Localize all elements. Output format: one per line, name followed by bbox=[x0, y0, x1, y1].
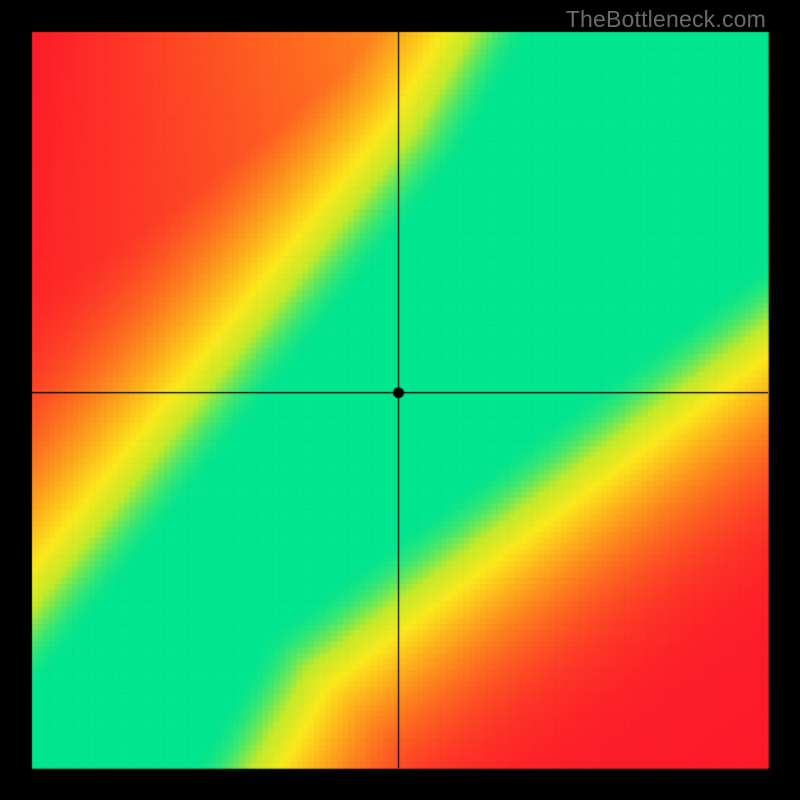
chart-container: { "chart": { "type": "heatmap", "canvas_… bbox=[0, 0, 800, 800]
bottleneck-heatmap bbox=[0, 0, 800, 800]
watermark-text: TheBottleneck.com bbox=[566, 6, 766, 33]
